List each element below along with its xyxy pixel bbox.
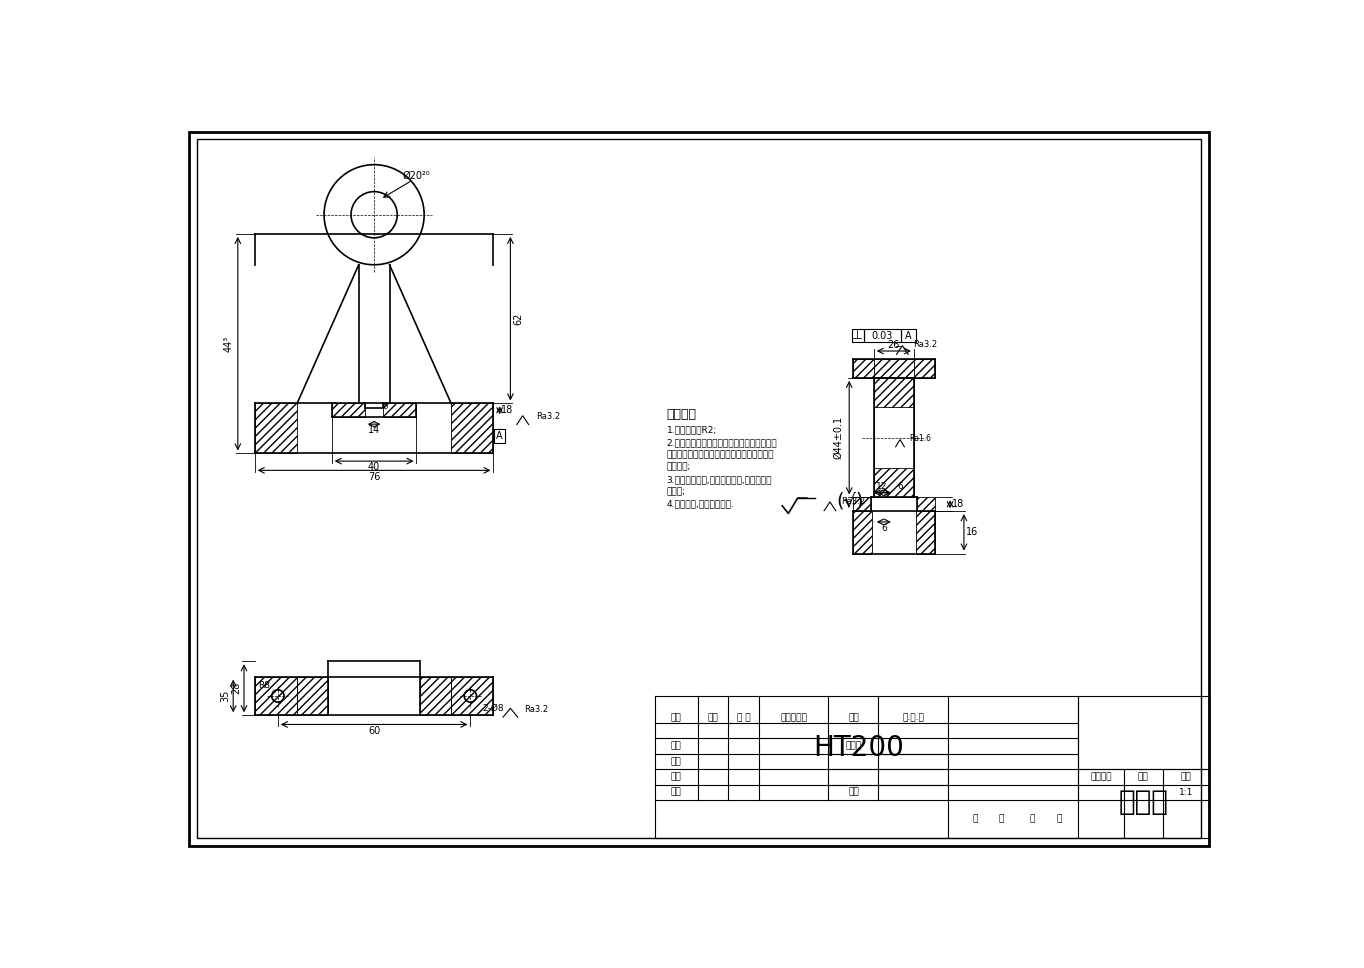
Text: 3.消除应力退火,较高强度零铸,基体为珠光: 3.消除应力退火,较高强度零铸,基体为珠光	[667, 475, 772, 484]
Bar	[852, 359, 934, 378]
Bar	[917, 498, 934, 511]
Bar	[900, 329, 917, 342]
Text: 张: 张	[1057, 815, 1063, 824]
Bar	[863, 329, 900, 342]
Bar	[852, 498, 870, 511]
Text: 透性缺陷及严重的残缺类缺陷（如欠铸、机械: 透性缺陷及严重的残缺类缺陷（如欠铸、机械	[667, 450, 775, 460]
Text: 1.未注圆角为R2;: 1.未注圆角为R2;	[667, 426, 717, 435]
Bar	[451, 404, 494, 453]
Text: 分 区: 分 区	[737, 713, 750, 722]
Text: Ø44±0.1: Ø44±0.1	[833, 416, 843, 459]
Text: 18: 18	[501, 406, 513, 415]
Text: 设计: 设计	[671, 741, 682, 750]
Bar	[420, 677, 451, 715]
Text: 轴承座: 轴承座	[1118, 788, 1169, 816]
Text: 4.锐角倒钝,去除毛刺飞边.: 4.锐角倒钝,去除毛刺飞边.	[667, 499, 735, 509]
Text: 2-Ø8: 2-Ø8	[483, 704, 505, 712]
Text: 制图: 制图	[671, 757, 682, 766]
Bar	[874, 378, 914, 408]
Text: 更改文件号: 更改文件号	[780, 713, 807, 722]
Text: 6: 6	[382, 402, 387, 411]
Text: R8: R8	[258, 681, 270, 689]
Text: Ra3.2: Ra3.2	[840, 498, 865, 506]
Bar	[1078, 770, 1209, 838]
Text: 标记: 标记	[671, 713, 682, 722]
Text: Ra1.6: Ra1.6	[910, 435, 932, 443]
Text: 损伤等）;: 损伤等）;	[667, 463, 692, 471]
Text: 审核: 审核	[671, 772, 682, 781]
Text: 处数: 处数	[708, 713, 719, 722]
Text: 44³: 44³	[224, 336, 233, 351]
Text: 重量: 重量	[1138, 772, 1148, 781]
Text: 第: 第	[1030, 815, 1035, 824]
Text: 2.零件表面上不允许有冷隔、裂纹、缩孔等穿: 2.零件表面上不允许有冷隔、裂纹、缩孔等穿	[667, 439, 777, 447]
Text: Ra3.2: Ra3.2	[524, 705, 548, 713]
Text: 1:1: 1:1	[1178, 788, 1194, 797]
Bar	[297, 677, 327, 715]
Text: 18: 18	[952, 499, 964, 509]
Text: 28: 28	[232, 682, 241, 694]
Text: 40: 40	[368, 463, 381, 472]
Text: 批准: 批准	[848, 788, 859, 797]
Text: 比例: 比例	[1180, 772, 1191, 781]
Text: 技术要求: 技术要求	[667, 408, 697, 421]
Text: 35: 35	[221, 690, 231, 702]
Text: HT200: HT200	[813, 734, 904, 762]
Text: Ra3.2: Ra3.2	[913, 341, 937, 349]
Bar	[255, 404, 297, 453]
Text: ⊥: ⊥	[852, 329, 863, 342]
Bar	[255, 677, 297, 715]
Text: 6: 6	[881, 524, 888, 532]
Text: 60: 60	[368, 726, 381, 736]
Text: 62: 62	[513, 313, 524, 325]
Text: 工艺: 工艺	[671, 788, 682, 797]
Text: Ra3.2: Ra3.2	[536, 412, 561, 421]
Bar	[917, 511, 934, 554]
Text: 年.月.日: 年.月.日	[902, 713, 923, 722]
Text: Ø20²⁰: Ø20²⁰	[402, 171, 430, 181]
Text: 标准化: 标准化	[846, 741, 862, 750]
Text: A: A	[906, 331, 911, 341]
Bar	[1078, 696, 1209, 770]
Bar	[851, 329, 863, 342]
Bar	[383, 404, 416, 417]
Text: 张: 张	[998, 815, 1004, 824]
Text: 0.03: 0.03	[872, 331, 893, 341]
Text: 12: 12	[876, 482, 887, 491]
Bar	[852, 511, 872, 554]
Text: 体组织;: 体组织;	[667, 488, 686, 497]
Bar	[331, 404, 366, 417]
Text: 14: 14	[368, 425, 381, 435]
Text: (√): (√)	[836, 492, 863, 511]
Text: 签名: 签名	[848, 713, 859, 722]
Bar	[451, 677, 494, 715]
Text: 26: 26	[888, 340, 900, 349]
Text: 6: 6	[898, 482, 903, 491]
Text: 共: 共	[973, 815, 978, 824]
Text: A: A	[496, 431, 503, 440]
Text: 76: 76	[368, 471, 381, 481]
Text: 16: 16	[966, 528, 978, 537]
Text: 阶段标记: 阶段标记	[1090, 772, 1112, 781]
Bar	[874, 469, 914, 498]
